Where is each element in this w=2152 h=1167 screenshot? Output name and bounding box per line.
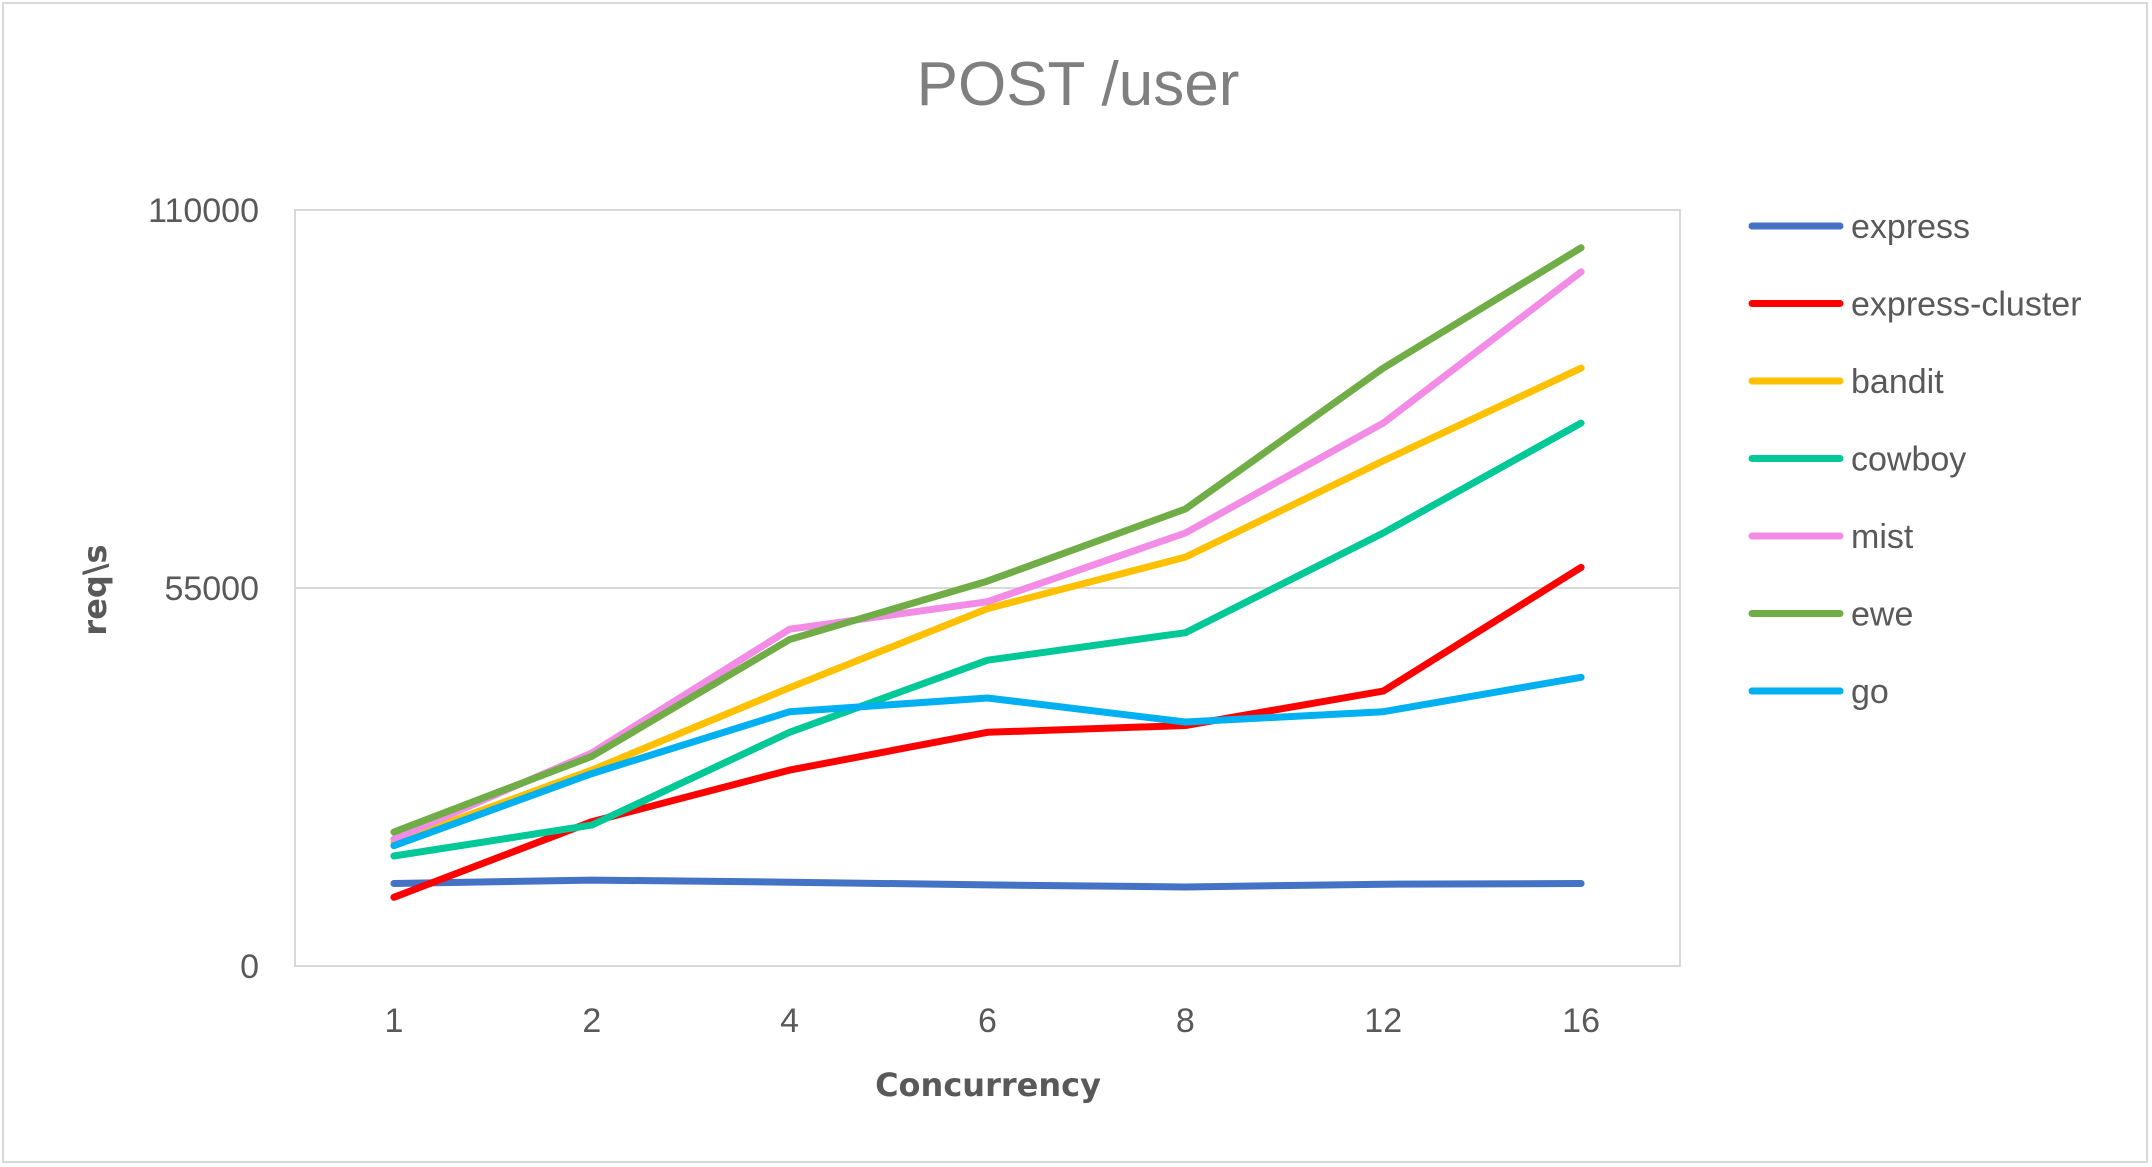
y-tick-label: 110000 bbox=[148, 192, 259, 230]
legend-item-bandit: bandit bbox=[1748, 363, 1944, 401]
y-axis-title: req\s bbox=[76, 544, 114, 635]
legend-item-cowboy: cowboy bbox=[1748, 441, 1966, 479]
x-axis-ticks: 1 2 4 6 8 12 16 bbox=[384, 1002, 1600, 1040]
series-line-go bbox=[390, 673, 1585, 850]
legend-item-express-cluster: express-cluster bbox=[1748, 286, 2082, 324]
legend-label: express-cluster bbox=[1851, 286, 2082, 324]
legend-label: go bbox=[1851, 673, 1889, 711]
series-line-ewe bbox=[390, 244, 1585, 836]
x-axis-title: Concurrency bbox=[875, 1066, 1101, 1104]
x-tick-label: 2 bbox=[582, 1002, 601, 1040]
legend-label: mist bbox=[1851, 518, 1914, 556]
series-line-express bbox=[390, 876, 1585, 891]
x-tick-label: 1 bbox=[384, 1002, 403, 1040]
y-axis-ticks: 0 55000 110000 bbox=[148, 192, 259, 986]
series-line-cowboy bbox=[390, 419, 1585, 860]
legend-item-express: express bbox=[1748, 208, 1970, 246]
y-tick-label: 0 bbox=[240, 948, 259, 986]
legend-label: express bbox=[1851, 208, 1970, 246]
legend-label: ewe bbox=[1851, 596, 1913, 634]
x-tick-label: 4 bbox=[780, 1002, 799, 1040]
series-lines bbox=[390, 244, 1585, 901]
series-line-express-cluster bbox=[390, 563, 1585, 901]
chart-title: POST /user bbox=[917, 50, 1240, 119]
legend-item-mist: mist bbox=[1748, 518, 1914, 556]
legend-label: cowboy bbox=[1851, 441, 1966, 479]
legend: express express-cluster bandit cowboy mist ew… bbox=[1748, 208, 2082, 711]
y-tick-label: 55000 bbox=[164, 570, 259, 608]
legend-item-ewe: ewe bbox=[1748, 596, 1913, 634]
legend-item-go: go bbox=[1748, 673, 1889, 711]
x-tick-label: 6 bbox=[978, 1002, 997, 1040]
x-tick-label: 8 bbox=[1176, 1002, 1195, 1040]
x-tick-label: 12 bbox=[1364, 1002, 1402, 1040]
x-tick-label: 16 bbox=[1562, 1002, 1600, 1040]
legend-label: bandit bbox=[1851, 363, 1944, 401]
